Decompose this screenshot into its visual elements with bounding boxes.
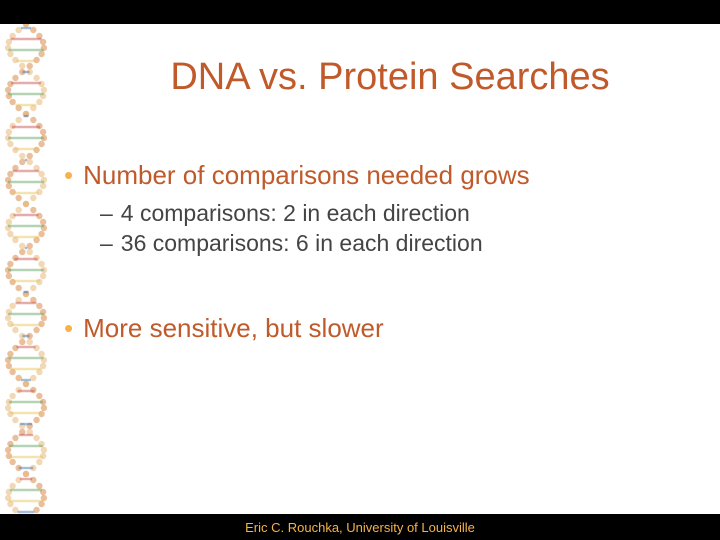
bullet-dash-icon: – <box>100 229 113 259</box>
bullet-text: 36 comparisons: 6 in each direction <box>121 229 483 259</box>
footer-bar: Eric C. Rouchka, University of Louisvill… <box>0 514 720 540</box>
spacer <box>64 259 690 313</box>
dna-decoration <box>0 24 60 514</box>
title-text: DNA vs. Protein Searches <box>170 56 609 98</box>
bullet-text: 4 comparisons: 2 in each direction <box>121 199 470 229</box>
bullet-text: More sensitive, but slower <box>83 313 384 344</box>
bullet-dot-icon: • <box>64 160 73 191</box>
footer-text: Eric C. Rouchka, University of Louisvill… <box>245 520 475 535</box>
top-bar <box>0 0 720 24</box>
bullet-level-1: • More sensitive, but slower <box>64 313 690 344</box>
bullet-level-2: –36 comparisons: 6 in each direction <box>100 229 690 259</box>
slide-title: DNA vs. Protein Searches <box>80 56 700 99</box>
bullet-dot-icon: • <box>64 313 73 344</box>
bullet-dash-icon: – <box>100 199 113 229</box>
bullet-text: Number of comparisons needed grows <box>83 160 530 191</box>
slide-body: • Number of comparisons needed grows –4 co… <box>64 160 690 352</box>
bullet-level-1: • Number of comparisons needed grows <box>64 160 690 191</box>
bullet-level-2: –4 comparisons: 2 in each direction <box>100 199 690 229</box>
